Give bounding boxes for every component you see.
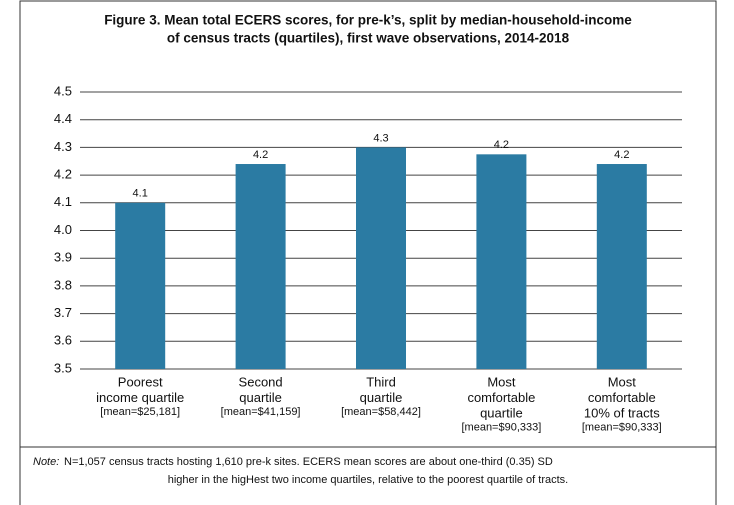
x-tick-label: 10% of tracts: [584, 405, 660, 420]
y-tick-label: 4.4: [54, 111, 72, 126]
x-tick-label: Third: [366, 374, 396, 389]
bar: [235, 164, 286, 369]
x-tick-label: comfortable: [588, 390, 656, 405]
note-label: Note:: [33, 456, 59, 468]
y-tick-label: 4.2: [54, 167, 72, 182]
y-tick-label: 4.3: [54, 139, 72, 154]
value-label: 4.3: [373, 132, 388, 144]
frame: [19, 0, 717, 448]
y-tick-label: 3.7: [54, 305, 72, 320]
category-note: [mean=$90,333]: [582, 421, 662, 433]
value-label: 4.1: [133, 188, 148, 200]
note-text: higher in the higHest two income quartil…: [168, 474, 569, 486]
y-tick-label: 3.9: [54, 250, 72, 265]
bar: [596, 164, 647, 369]
category-note: [mean=$41,159]: [221, 406, 301, 418]
y-tick-label: 4.1: [54, 194, 72, 209]
bar: [476, 154, 527, 369]
value-label: 4.2: [614, 149, 629, 161]
x-tick-label: quartile: [239, 390, 282, 405]
note-text: N=1,057 census tracts hosting 1,610 pre-…: [64, 456, 553, 468]
category-note: [mean=$58,442]: [341, 406, 421, 418]
chart-title: of census tracts (quartiles), first wave…: [167, 31, 570, 46]
y-tick-label: 3.5: [54, 360, 72, 375]
x-tick-label: Second: [239, 374, 283, 389]
x-tick-label: income quartile: [96, 390, 184, 405]
y-tick-label: 3.8: [54, 277, 72, 292]
bar: [356, 147, 406, 369]
chart-title: Figure 3. Mean total ECERS scores, for p…: [104, 13, 632, 28]
y-tick-label: 4.5: [54, 83, 72, 98]
x-tick-label: Poorest: [118, 374, 163, 389]
value-label: 4.2: [494, 139, 509, 151]
x-tick-label: quartile: [360, 390, 403, 405]
category-note: [mean=$25,181]: [100, 406, 180, 418]
x-tick-label: comfortable: [467, 390, 535, 405]
category-note: [mean=$90,333]: [461, 421, 541, 433]
x-tick-label: Most: [487, 374, 516, 389]
x-tick-label: Most: [608, 374, 637, 389]
bar: [115, 202, 166, 369]
value-label: 4.2: [253, 149, 268, 161]
y-tick-label: 4.0: [54, 222, 72, 237]
x-tick-label: quartile: [480, 405, 523, 420]
y-tick-label: 3.6: [54, 333, 72, 348]
